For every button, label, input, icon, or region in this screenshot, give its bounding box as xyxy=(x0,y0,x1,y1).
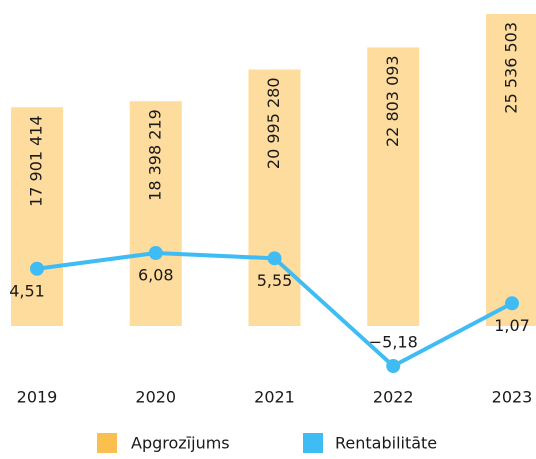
x-tick-label: 2023 xyxy=(492,388,533,407)
bar-value-label: 22 803 093 xyxy=(383,55,402,147)
line-value-label: 6,08 xyxy=(138,266,174,285)
line-value-label: 5,55 xyxy=(257,271,293,290)
legend-swatch xyxy=(97,433,117,453)
bar xyxy=(367,47,420,326)
bar-value-label: 25 536 503 xyxy=(502,22,521,114)
bar xyxy=(248,69,301,327)
x-tick-label: 2022 xyxy=(373,388,414,407)
x-tick-label: 2019 xyxy=(17,388,58,407)
line-point xyxy=(148,246,163,260)
bar-value-label: 17 901 414 xyxy=(27,115,46,207)
bar xyxy=(129,101,182,326)
x-tick-label: 2021 xyxy=(254,388,295,407)
x-tick-label: 2020 xyxy=(135,388,176,407)
legend-swatch xyxy=(303,433,323,453)
legend-label: Rentabilitāte xyxy=(335,434,437,453)
bar xyxy=(11,107,63,326)
line-value-label: −5,18 xyxy=(369,333,418,352)
bar-value-label: 20 995 280 xyxy=(264,77,283,169)
line-value-label: 1,07 xyxy=(494,316,530,335)
legend-label: Apgrozījums xyxy=(131,434,230,453)
line-point xyxy=(386,359,401,373)
line-point xyxy=(30,261,44,276)
line-value-label: 4,51 xyxy=(9,281,45,300)
line-point xyxy=(505,296,519,311)
bar-value-label: 18 398 219 xyxy=(145,109,164,201)
bar xyxy=(486,14,536,326)
line-point xyxy=(267,251,282,266)
